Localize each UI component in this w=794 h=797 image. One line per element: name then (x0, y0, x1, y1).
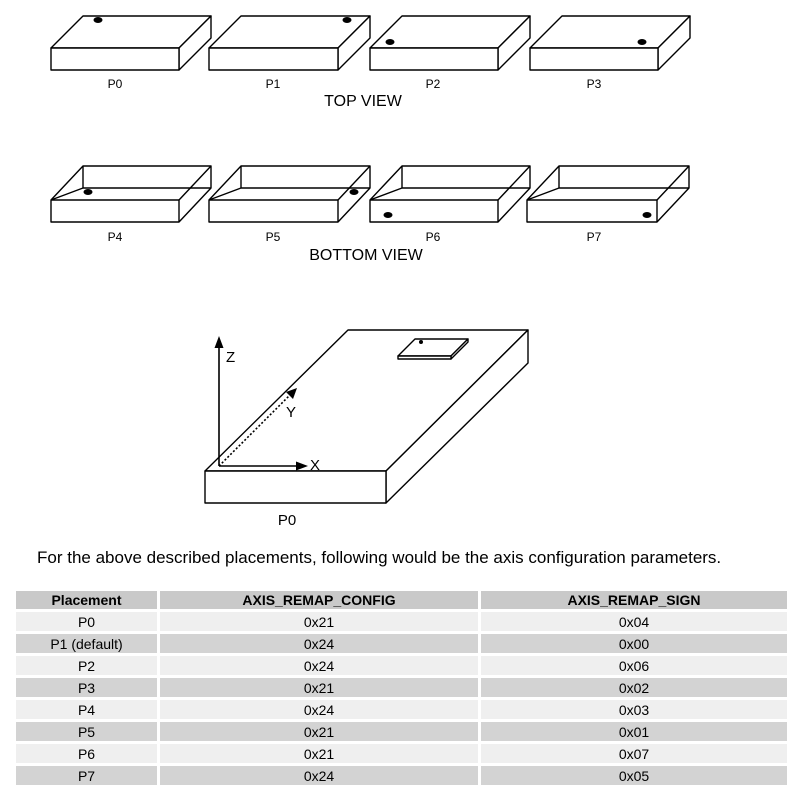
table-row: P1 (default) 0x24 0x00 (16, 634, 787, 653)
pin1-dot (385, 39, 395, 45)
header-axis-remap-config: AXIS_REMAP_CONFIG (160, 591, 478, 609)
pin1-dot (342, 17, 352, 23)
cell-config: 0x24 (160, 700, 478, 719)
cell-config: 0x21 (160, 722, 478, 741)
cell-sign: 0x03 (481, 700, 787, 719)
cell-sign: 0x07 (481, 744, 787, 763)
table-row: P6 0x21 0x07 (16, 744, 787, 763)
cell-sign: 0x06 (481, 656, 787, 675)
cell-placement: P3 (16, 678, 157, 697)
table-row: P4 0x24 0x03 (16, 700, 787, 719)
header-placement: Placement (16, 591, 157, 609)
top-view-title: TOP VIEW (324, 93, 403, 110)
bottom-view-title: BOTTOM VIEW (309, 247, 423, 264)
label-p4: P4 (108, 230, 123, 244)
label-p2: P2 (426, 77, 441, 91)
cell-sign: 0x02 (481, 678, 787, 697)
chip-p1-top (208, 15, 371, 71)
label-p0: P0 (108, 77, 123, 91)
pin1-dot (83, 189, 93, 195)
chip-p3-top (529, 15, 691, 71)
table-row: P2 0x24 0x06 (16, 656, 787, 675)
chip-p5-bottom (208, 165, 371, 223)
cell-config: 0x24 (160, 766, 478, 785)
cell-placement: P6 (16, 744, 157, 763)
cell-placement: P4 (16, 700, 157, 719)
cell-config: 0x21 (160, 744, 478, 763)
chip-p6-bottom (369, 165, 531, 223)
cell-sign: 0x04 (481, 612, 787, 631)
cell-config: 0x24 (160, 656, 478, 675)
cell-placement: P1 (default) (16, 634, 157, 653)
chip-p4-bottom (50, 165, 212, 223)
header-axis-remap-sign: AXIS_REMAP_SIGN (481, 591, 787, 609)
label-p3: P3 (587, 77, 602, 91)
pin1-dot (383, 212, 393, 218)
cell-config: 0x21 (160, 612, 478, 631)
axis-config-table: Placement AXIS_REMAP_CONFIG AXIS_REMAP_S… (13, 588, 790, 788)
axis-y-label: Y (286, 404, 296, 421)
label-p5: P5 (266, 230, 281, 244)
label-p1: P1 (266, 77, 281, 91)
table-header-row: Placement AXIS_REMAP_CONFIG AXIS_REMAP_S… (16, 591, 787, 609)
chip-p7-bottom (526, 165, 690, 223)
pin1-dot (637, 39, 647, 45)
table-row: P7 0x24 0x05 (16, 766, 787, 785)
sensor-chip-on-board (397, 338, 469, 360)
axis-z-label: Z (226, 349, 235, 366)
pin1-dot (349, 189, 359, 195)
cell-placement: P5 (16, 722, 157, 741)
label-p7: P7 (587, 230, 602, 244)
table-row: P5 0x21 0x01 (16, 722, 787, 741)
pin1-dot (93, 17, 103, 23)
cell-sign: 0x01 (481, 722, 787, 741)
label-p6: P6 (426, 230, 441, 244)
cell-config: 0x21 (160, 678, 478, 697)
chip-p0-top (50, 15, 212, 71)
cell-placement: P0 (16, 612, 157, 631)
table-row: P0 0x21 0x04 (16, 612, 787, 631)
cell-sign: 0x00 (481, 634, 787, 653)
cell-config: 0x24 (160, 634, 478, 653)
cell-placement: P2 (16, 656, 157, 675)
chip-p2-top (369, 15, 531, 71)
pcb-board (204, 329, 529, 504)
y-axis-arrow (218, 393, 292, 467)
figure-caption-p0: P0 (278, 512, 296, 529)
axis-x-label: X (310, 457, 320, 474)
table-row: P3 0x21 0x02 (16, 678, 787, 697)
pin1-dot (642, 212, 652, 218)
placement-diagram: P0 P1 P2 P3 TOP VIEW P4 P5 P6 P7 BOTTOM … (50, 15, 691, 529)
description-text: For the above described placements, foll… (37, 548, 722, 567)
cell-sign: 0x05 (481, 766, 787, 785)
cell-placement: P7 (16, 766, 157, 785)
